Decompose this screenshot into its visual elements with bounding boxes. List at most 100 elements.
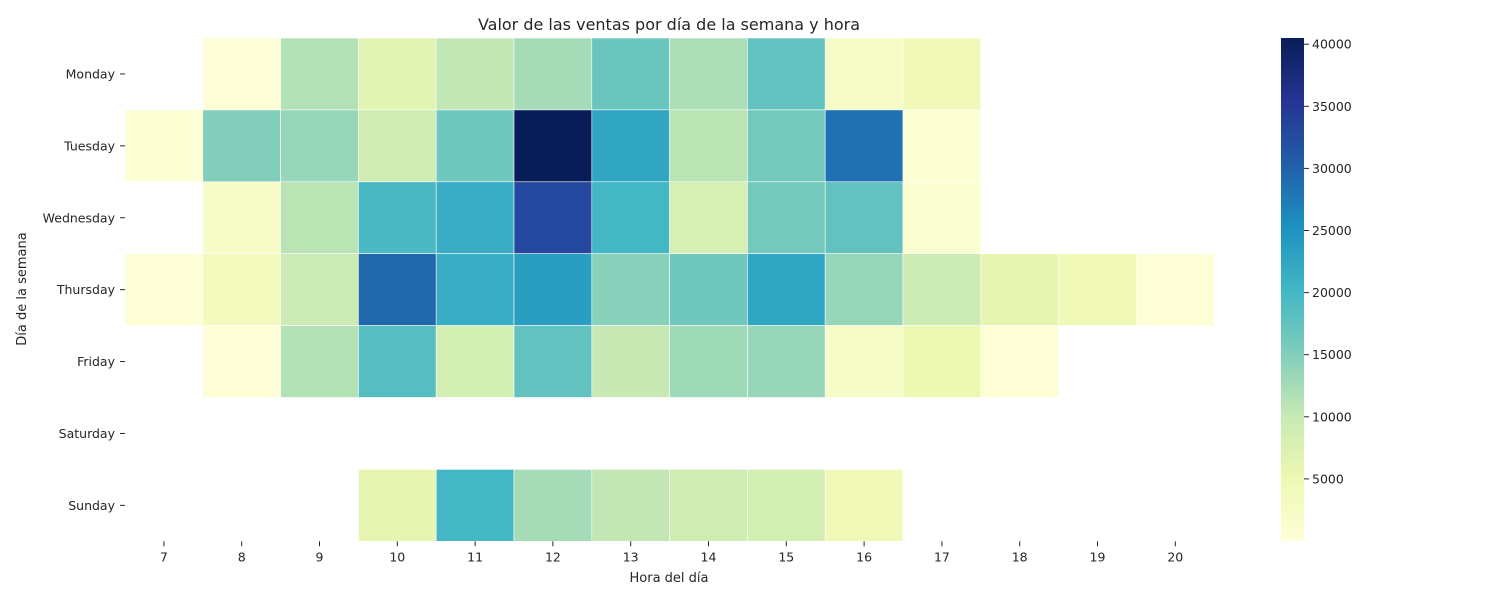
heatmap-cell bbox=[902, 181, 982, 255]
x-tick-label: 20 bbox=[1167, 549, 1183, 564]
heatmap-cell bbox=[435, 253, 515, 326]
heatmap-cell bbox=[669, 109, 748, 183]
heatmap-cell bbox=[435, 109, 515, 183]
heatmap-cell bbox=[747, 325, 826, 398]
heatmap-cell bbox=[358, 469, 437, 542]
colorbar-tick-label: 5000 bbox=[1312, 471, 1344, 486]
heatmap-cell bbox=[513, 325, 593, 398]
heatmap-cell bbox=[669, 37, 748, 111]
x-tick-label: 16 bbox=[856, 549, 872, 564]
heatmap-cell bbox=[124, 109, 204, 183]
x-tick-label: 8 bbox=[238, 549, 246, 564]
heatmap-cell bbox=[902, 325, 982, 398]
heatmap-cell bbox=[747, 181, 826, 255]
heatmap-cell bbox=[669, 469, 748, 542]
heatmap-cell bbox=[124, 253, 204, 326]
heatmap-cell bbox=[747, 253, 826, 326]
y-tick-label: Wednesday bbox=[43, 210, 116, 225]
heatmap-cell bbox=[513, 37, 593, 111]
heatmap-cell bbox=[747, 109, 826, 183]
y-axis-ticks: Monday Tuesday Wednesday Thursday Friday Satu… bbox=[43, 66, 125, 513]
heatmap-cell bbox=[358, 37, 437, 111]
heatmap-cell bbox=[202, 253, 281, 326]
colorbar-tick-label: 30000 bbox=[1312, 161, 1352, 176]
heatmap-cell bbox=[280, 37, 359, 111]
y-axis-title: Día de la semana bbox=[15, 232, 30, 345]
x-tick-label: 15 bbox=[778, 549, 794, 564]
x-tick-label: 11 bbox=[467, 549, 483, 564]
heatmap-cells bbox=[124, 37, 1215, 542]
heatmap-cell bbox=[513, 109, 593, 183]
heatmap-cell bbox=[513, 253, 593, 326]
heatmap-cell bbox=[669, 253, 748, 326]
x-axis-title: Hora del día bbox=[630, 571, 709, 586]
y-tick-label: Tuesday bbox=[63, 138, 115, 153]
chart-title: Valor de las ventas por día de la semana… bbox=[478, 15, 860, 34]
heatmap-cell bbox=[824, 325, 904, 398]
heatmap-cell bbox=[513, 181, 593, 255]
heatmap-cell bbox=[591, 325, 670, 398]
y-tick-label: Friday bbox=[77, 354, 115, 369]
x-tick-label: 18 bbox=[1012, 549, 1028, 564]
heatmap-cell bbox=[902, 37, 982, 111]
colorbar-tick-label: 25000 bbox=[1312, 223, 1352, 238]
x-tick-label: 7 bbox=[160, 549, 168, 564]
heatmap-cell bbox=[513, 469, 593, 542]
heatmap-cell bbox=[824, 469, 904, 542]
heatmap-cell bbox=[980, 325, 1059, 398]
heatmap-cell bbox=[202, 181, 281, 255]
heatmap-cell bbox=[358, 253, 437, 326]
y-tick-label: Sunday bbox=[68, 498, 115, 513]
heatmap-cell bbox=[824, 109, 904, 183]
heatmap-cell bbox=[435, 37, 515, 111]
heatmap-cell bbox=[669, 325, 748, 398]
heatmap-cell bbox=[591, 37, 670, 111]
x-tick-label: 13 bbox=[623, 549, 639, 564]
colorbar-tick-label: 35000 bbox=[1312, 99, 1352, 114]
heatmap-cell bbox=[591, 253, 670, 326]
x-tick-label: 14 bbox=[701, 549, 717, 564]
heatmap-cell bbox=[280, 253, 359, 326]
heatmap-cell bbox=[358, 109, 437, 183]
colorbar-ticks: 5000 10000 15000 20000 25000 30000 35000 40000 bbox=[1304, 37, 1352, 486]
heatmap-cell bbox=[824, 37, 904, 111]
heatmap-cell bbox=[435, 181, 515, 255]
heatmap-cell bbox=[824, 253, 904, 326]
x-tick-label: 17 bbox=[934, 549, 950, 564]
heatmap-cell bbox=[747, 469, 826, 542]
heatmap-cell bbox=[435, 325, 515, 398]
colorbar-tick-label: 20000 bbox=[1312, 285, 1352, 300]
heatmap-cell bbox=[358, 325, 437, 398]
x-tick-label: 12 bbox=[545, 549, 561, 564]
x-tick-label: 9 bbox=[316, 549, 324, 564]
heatmap-cell bbox=[280, 109, 359, 183]
heatmap-cell bbox=[202, 37, 281, 111]
heatmap-cell bbox=[591, 469, 670, 542]
heatmap-cell bbox=[591, 181, 670, 255]
heatmap-cell bbox=[824, 181, 904, 255]
heatmap-cell bbox=[669, 181, 748, 255]
colorbar bbox=[1281, 38, 1304, 541]
heatmap-cell bbox=[435, 469, 515, 542]
y-tick-label: Monday bbox=[66, 66, 116, 81]
x-axis-ticks: 7 8 9 10 11 12 13 14 15 16 17 18 19 20 bbox=[160, 541, 1183, 564]
y-tick-label: Thursday bbox=[56, 282, 116, 297]
heatmap-cell bbox=[902, 109, 982, 183]
colorbar-tick-label: 10000 bbox=[1312, 409, 1352, 424]
x-tick-label: 10 bbox=[389, 549, 405, 564]
heatmap-cell bbox=[1136, 253, 1215, 326]
heatmap-cell bbox=[202, 325, 281, 398]
heatmap-cell bbox=[1058, 253, 1137, 326]
heatmap-cell bbox=[980, 253, 1059, 326]
colorbar-tick-label: 40000 bbox=[1312, 37, 1352, 52]
heatmap-cell bbox=[591, 109, 670, 183]
heatmap-cell bbox=[202, 109, 281, 183]
heatmap-cell bbox=[358, 181, 437, 255]
x-tick-label: 19 bbox=[1090, 549, 1106, 564]
heatmap-cell bbox=[280, 325, 359, 398]
heatmap-cell bbox=[902, 253, 982, 326]
colorbar-tick-label: 15000 bbox=[1312, 347, 1352, 362]
y-tick-label: Saturday bbox=[59, 426, 116, 441]
heatmap-cell bbox=[280, 181, 359, 255]
